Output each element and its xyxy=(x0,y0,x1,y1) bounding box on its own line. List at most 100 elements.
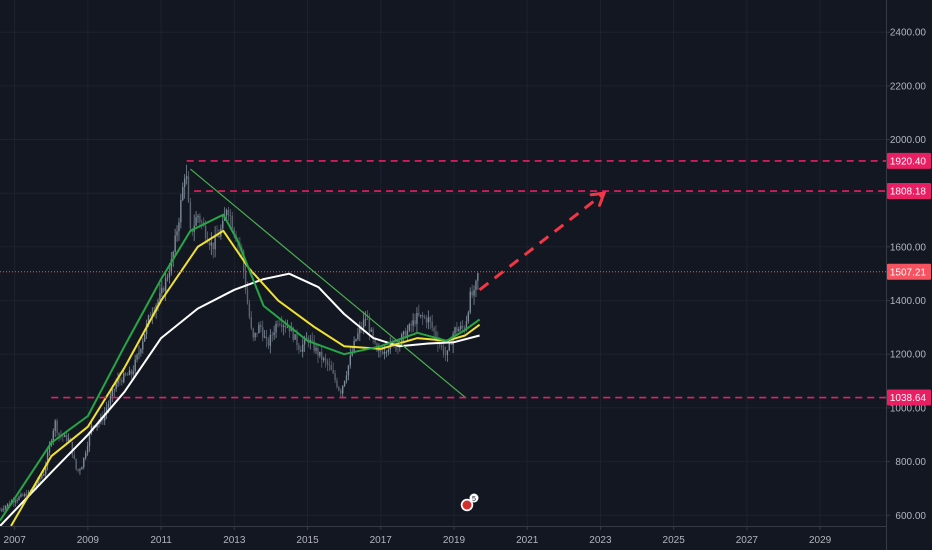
candle-body xyxy=(433,327,435,332)
candle-body xyxy=(195,217,197,226)
x-tick-label: 2025 xyxy=(663,535,686,546)
candle-body xyxy=(456,327,458,332)
y-tick-label: 1200.00 xyxy=(890,350,927,361)
candle-body xyxy=(469,291,471,313)
series-line-2 xyxy=(0,213,481,522)
x-tick-label: 2007 xyxy=(4,535,27,546)
candle-body xyxy=(182,187,184,201)
candle-body xyxy=(440,345,443,347)
candle-body xyxy=(359,327,361,334)
candle-body xyxy=(311,339,313,341)
candle-body xyxy=(79,469,81,471)
candle-body xyxy=(265,336,268,340)
candle-body xyxy=(231,215,233,229)
candle-body xyxy=(210,242,213,246)
candle-body xyxy=(418,312,420,316)
candle-body xyxy=(225,209,228,216)
candle-body xyxy=(324,358,327,362)
candle-body xyxy=(86,446,89,454)
candle-body xyxy=(277,323,279,325)
candle-body xyxy=(364,318,367,320)
candle-body xyxy=(256,332,258,334)
time-axis[interactable]: 2007 2009 2011 2013 2015 2017 2019 2021 2023 2025… xyxy=(0,526,886,550)
candle-body xyxy=(338,386,340,391)
candle-body xyxy=(81,467,83,470)
x-tick-label: 2015 xyxy=(296,535,319,546)
candle-body xyxy=(286,327,289,328)
candle-body xyxy=(258,324,260,334)
candle-body xyxy=(35,484,37,487)
grid xyxy=(0,0,886,526)
candle-body xyxy=(267,339,270,346)
candle-body xyxy=(425,317,428,323)
candle-body xyxy=(303,338,306,345)
candle-body xyxy=(71,441,74,455)
candle-body xyxy=(465,321,468,331)
candle-body xyxy=(123,373,125,383)
candle-body xyxy=(8,503,11,505)
candle-body xyxy=(437,338,439,345)
candle-body xyxy=(332,369,334,374)
candle-body xyxy=(113,389,115,390)
candle-body xyxy=(410,324,412,326)
candle-body xyxy=(269,334,272,346)
candle-body xyxy=(374,338,376,344)
candle-body xyxy=(176,231,178,236)
candle-body xyxy=(142,341,144,350)
candle-body xyxy=(313,340,315,351)
event-flag-icon[interactable]: 5 xyxy=(459,493,479,513)
candle-body xyxy=(172,252,174,260)
candle-body xyxy=(380,349,382,352)
candle-body xyxy=(170,259,173,273)
series-line-3 xyxy=(190,168,466,398)
candle-body xyxy=(351,351,353,356)
y-tick-label: 1400.00 xyxy=(890,296,927,307)
candle-body xyxy=(368,319,371,332)
candle-body xyxy=(136,354,138,360)
candle-body xyxy=(357,333,359,340)
candle-body xyxy=(88,433,91,447)
candle-body xyxy=(39,478,41,479)
candle-body xyxy=(262,327,264,338)
series-line-0 xyxy=(0,272,480,527)
candle-body xyxy=(336,380,338,387)
candle-body xyxy=(246,289,249,304)
candle-body xyxy=(473,289,475,296)
candle-body xyxy=(330,365,332,370)
candle-body xyxy=(370,329,372,332)
x-tick-label: 2029 xyxy=(809,535,832,546)
candle-body xyxy=(104,413,106,421)
moving-averages xyxy=(0,168,481,527)
price-tag xyxy=(887,389,931,406)
price-tag xyxy=(887,152,931,169)
price-axis[interactable]: 600.00 800.00 1000.00 1200.00 1400.00 1600.00… xyxy=(886,0,932,550)
candle-body xyxy=(408,324,411,331)
candle-body xyxy=(406,330,409,338)
candle-body xyxy=(349,355,351,366)
candle-body xyxy=(416,312,418,325)
candle-body xyxy=(381,351,384,354)
candle-body xyxy=(477,273,479,281)
candle-body xyxy=(216,235,218,237)
candle-body xyxy=(67,438,70,441)
candle-body xyxy=(414,320,416,325)
candle-body xyxy=(263,336,266,338)
candle-body xyxy=(450,342,452,345)
candle-body xyxy=(420,314,422,316)
candle-body xyxy=(467,312,470,322)
candle-body xyxy=(282,325,285,327)
x-tick-label: 2013 xyxy=(223,535,246,546)
x-tick-label: 2017 xyxy=(370,535,393,546)
candle-body xyxy=(117,378,119,384)
candle-body xyxy=(111,389,114,397)
candle-body xyxy=(281,324,283,327)
candle-body xyxy=(340,390,342,394)
candle-body xyxy=(161,288,163,294)
candle-body xyxy=(83,457,85,468)
x-tick-label: 2021 xyxy=(516,535,539,546)
price-tag-label: 1920.40 xyxy=(890,156,927,167)
candle-body xyxy=(458,329,460,332)
candle-body xyxy=(37,478,39,485)
candle-body xyxy=(250,317,253,329)
